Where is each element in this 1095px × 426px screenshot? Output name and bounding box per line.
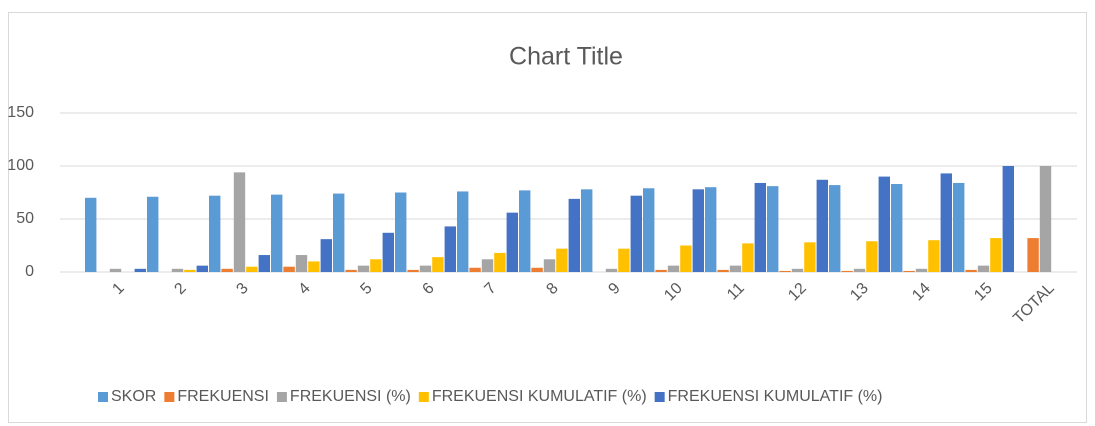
bar [817, 180, 828, 272]
bar [482, 259, 493, 272]
bar [445, 226, 456, 272]
bar [283, 267, 294, 272]
bar [556, 249, 567, 272]
legend-label: FREKUENSI KUMULATIF (%) [432, 388, 647, 405]
chart: Chart Title 0501001501234567891011121314… [0, 0, 1095, 426]
y-tick-label: 150 [7, 104, 34, 121]
bar [246, 267, 257, 272]
bar [135, 269, 146, 272]
bar [742, 243, 753, 272]
bar [147, 197, 158, 272]
bar [494, 253, 505, 272]
bar [866, 241, 877, 272]
bar [730, 266, 741, 272]
bar [358, 266, 369, 272]
bar [841, 271, 852, 272]
bar [469, 268, 480, 272]
bar [333, 194, 344, 272]
bar [978, 266, 989, 272]
bar [631, 196, 642, 272]
legend-label: FREKUENSI (%) [290, 388, 411, 405]
bar [693, 189, 704, 272]
bar [804, 242, 815, 272]
bar [755, 183, 766, 272]
legend-label: FREKUENSI KUMULATIF (%) [668, 388, 883, 405]
bar [420, 266, 431, 272]
bar [321, 239, 332, 272]
legend-swatch [98, 392, 108, 402]
bar [234, 172, 245, 272]
bar [209, 196, 220, 272]
bar [259, 255, 270, 272]
bar [581, 189, 592, 272]
y-tick-label: 50 [16, 210, 34, 227]
legend-swatch [655, 392, 665, 402]
bar [705, 187, 716, 272]
bar [941, 173, 952, 272]
bar [655, 270, 666, 272]
bar [916, 269, 927, 272]
legend-swatch [277, 392, 287, 402]
bar [618, 249, 629, 272]
bar [1003, 166, 1014, 272]
bar [668, 266, 679, 272]
bar [1027, 238, 1038, 272]
bar [221, 269, 232, 272]
y-tick-label: 0 [25, 263, 34, 280]
bar [519, 190, 530, 272]
bar [544, 259, 555, 272]
bar [531, 268, 542, 272]
bar [432, 257, 443, 272]
bar [370, 259, 381, 272]
bar [854, 269, 865, 272]
bar [965, 270, 976, 272]
chart-border [9, 13, 1087, 423]
bar [507, 213, 518, 272]
bar [1040, 166, 1051, 272]
bar [383, 233, 394, 272]
bar [879, 177, 890, 272]
bar [85, 198, 96, 272]
chart-title: Chart Title [509, 43, 623, 71]
bar [680, 246, 691, 273]
bar [110, 269, 121, 272]
bar [457, 191, 468, 272]
bar [903, 271, 914, 272]
bar [569, 199, 580, 272]
bar [891, 184, 902, 272]
bar [308, 261, 319, 272]
page: {"chart_data": {"type": "bar", "title": … [0, 0, 1095, 426]
bar [767, 186, 778, 272]
bar [197, 266, 208, 272]
bar [271, 195, 282, 272]
legend-swatch [164, 392, 174, 402]
bar [928, 240, 939, 272]
legend-swatch [419, 392, 429, 402]
bar [717, 270, 728, 272]
bar [953, 183, 964, 272]
bar [184, 270, 195, 272]
bar [395, 193, 406, 273]
legend-label: SKOR [111, 388, 156, 405]
legend-label: FREKUENSI [177, 388, 269, 405]
bar [779, 271, 790, 272]
bar [345, 270, 356, 272]
bar [990, 238, 1001, 272]
bar [296, 255, 307, 272]
bar [172, 269, 183, 272]
bar [407, 270, 418, 272]
bar [792, 269, 803, 272]
bar [829, 185, 840, 272]
bar [606, 269, 617, 272]
bar [643, 188, 654, 272]
y-tick-label: 100 [7, 157, 34, 174]
